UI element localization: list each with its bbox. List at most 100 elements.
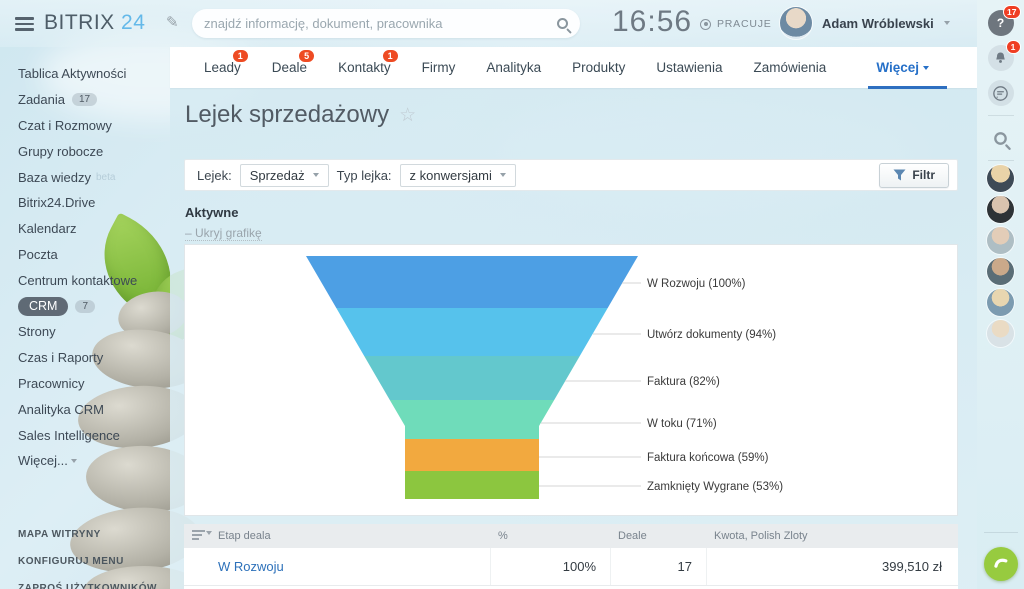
funnel-stage-6[interactable] <box>405 471 539 499</box>
search-input[interactable] <box>204 16 557 31</box>
hide-chart-link[interactable]: – Ukryj grafikę <box>185 226 262 241</box>
sidebar-item-poczta[interactable]: Poczta <box>18 246 58 262</box>
sidebar-item-grupy-robocze[interactable]: Grupy robocze <box>18 143 104 159</box>
bitrix24-logo[interactable]: BITRIX 24 <box>44 11 145 35</box>
sidebar-item-crm[interactable]: CRM 7 <box>18 293 170 319</box>
phone-call-button[interactable] <box>983 547 1018 581</box>
chevron-down-icon <box>943 21 950 25</box>
sidebar-item-zadania[interactable]: Zadania 17 <box>18 87 170 113</box>
edit-pencil-icon[interactable]: ✎ <box>166 14 179 31</box>
work-status[interactable]: PRACUJE <box>700 18 772 30</box>
rail-divider <box>987 160 1014 161</box>
tab-firmy[interactable]: Firmy <box>421 60 456 75</box>
configure-menu-link[interactable]: KONFIGURUJ MENU <box>18 556 124 567</box>
filter-button[interactable]: Filtr <box>879 162 949 188</box>
status-label: PRACUJE <box>717 18 772 30</box>
funnel-label-6: Zamknięty Wygrane (53%) <box>647 481 783 493</box>
tab-kontakty[interactable]: Kontakty 1 <box>338 49 399 75</box>
sidebar-item-tablica-aktywnosci[interactable]: Tablica Aktywności <box>18 66 127 82</box>
help-button[interactable]: ? 17 <box>987 5 1021 36</box>
stage-link[interactable]: W Rozwoju <box>218 559 284 574</box>
right-rail: ? 17 1 <box>977 0 1024 589</box>
coworker-avatar[interactable] <box>987 320 1014 347</box>
invite-users-link[interactable]: ZAPROŚ UŻYTKOWNIKÓW <box>18 583 157 589</box>
tab-deale[interactable]: Deale 5 <box>272 49 316 75</box>
phone-icon <box>993 558 1007 568</box>
search-icon <box>994 131 1007 145</box>
favorite-star-icon[interactable]: ☆ <box>399 104 417 126</box>
user-avatar <box>780 7 812 39</box>
typ-lejka-select[interactable]: z konwersjami <box>399 163 516 187</box>
logo-suffix: 24 <box>121 11 146 34</box>
coworker-avatar[interactable] <box>987 165 1014 192</box>
sidebar-item-sales-intelligence[interactable]: Sales Intelligence <box>18 427 120 443</box>
funnel-stage-3[interactable] <box>364 356 580 400</box>
chevron-down-icon <box>923 66 929 70</box>
tab-zamowienia[interactable]: Zamówienia <box>753 60 827 75</box>
menu-hamburger-icon[interactable] <box>15 17 34 34</box>
sitemap-link[interactable]: MAPA WITRYNY <box>18 529 101 540</box>
funnel-stage-2[interactable] <box>336 308 608 356</box>
coworker-avatar[interactable] <box>987 227 1014 254</box>
search-icon[interactable] <box>557 18 568 29</box>
sidebar-item-bitrix24-drive[interactable]: Bitrix24.Drive <box>18 195 96 211</box>
sidebar-item-czat-i-rozmowy[interactable]: Czat i Rozmowy <box>18 117 112 133</box>
sales-funnel-chart: W Rozwoju (100%) Utwórz dokumenty (94%) … <box>184 244 958 516</box>
chat-button[interactable] <box>987 80 1014 106</box>
rail-search-button[interactable] <box>988 125 1014 151</box>
notifications-bell-button[interactable]: 1 <box>987 40 1021 71</box>
coworker-avatar[interactable] <box>987 258 1014 285</box>
page-title: Lejek sprzedażowy ☆ <box>185 101 417 128</box>
coworker-avatar[interactable] <box>987 196 1014 223</box>
row-percent: 100% <box>490 548 610 585</box>
sidebar-item-wiecej[interactable]: Więcej... <box>18 448 170 474</box>
coworker-avatar[interactable] <box>987 289 1014 316</box>
chevron-down-icon <box>71 458 78 463</box>
telephony-area <box>977 532 1024 581</box>
sidebar-item-strony[interactable]: Strony <box>18 324 56 340</box>
header-percent: % <box>498 530 508 542</box>
deale-badge: 5 <box>298 49 316 63</box>
funnel-label-1: W Rozwoju (100%) <box>647 278 746 290</box>
leady-badge: 1 <box>231 49 249 63</box>
main-content: Leady 1 Deale 5 Kontakty 1 Firmy Analityka … <box>170 0 977 589</box>
header-etap-deala: Etap deala <box>218 530 271 542</box>
funnel-stages-table: Etap deala % Deale Kwota, Polish Zloty W… <box>184 524 958 589</box>
crm-tabbar: Leady 1 Deale 5 Kontakty 1 Firmy Analityka … <box>170 47 977 89</box>
sidebar-item-pracownicy[interactable]: Pracownicy <box>18 375 85 391</box>
tab-wiecej-active[interactable]: Więcej <box>868 60 947 89</box>
lejek-select[interactable]: Sprzedaż <box>239 163 329 187</box>
user-menu[interactable]: Adam Wróblewski <box>780 7 950 39</box>
global-search[interactable] <box>192 9 580 38</box>
sidebar-item-centrum-kontaktowe[interactable]: Centrum kontaktowe <box>18 272 138 288</box>
chat-bubble-icon <box>993 85 1008 101</box>
kontakty-badge: 1 <box>381 49 399 63</box>
table-next-row-partial <box>184 585 958 589</box>
section-title-aktywne: Aktywne <box>185 205 239 220</box>
sidebar-item-czas-i-raporty[interactable]: Czas i Raporty <box>18 350 104 366</box>
sidebar-footer: MAPA WITRYNY KONFIGURUJ MENU ZAPROŚ UŻYT… <box>18 529 157 589</box>
clock[interactable]: 16:56 <box>612 5 693 38</box>
sidebar-menu: Tablica Aktywności Zadania 17 Czat i Rozm… <box>0 47 170 474</box>
tab-ustawienia[interactable]: Ustawienia <box>656 60 723 75</box>
crm-count-badge: 7 <box>75 299 96 313</box>
sidebar-item-kalendarz[interactable]: Kalendarz <box>18 221 77 237</box>
lejek-label: Lejek: <box>197 167 232 183</box>
funnel-stage-1[interactable] <box>306 256 638 308</box>
funnel-stage-4[interactable] <box>389 400 555 439</box>
funnel-stage-5[interactable] <box>405 439 539 471</box>
table-settings-icon[interactable] <box>192 530 212 542</box>
table-row[interactable]: W Rozwoju 100% 17 399,510 zł <box>184 548 958 585</box>
zadania-count-badge: 17 <box>71 93 98 107</box>
sidebar-item-baza-wiedzy[interactable]: Baza wiedzy beta <box>18 169 116 185</box>
rail-divider <box>987 115 1014 116</box>
tab-produkty[interactable]: Produkty <box>572 60 626 75</box>
tab-leady[interactable]: Leady 1 <box>204 49 249 75</box>
topbar: BITRIX 24 ✎ 16:56 PRACUJE Adam Wróblewsk… <box>0 0 977 47</box>
sidebar-item-analityka-crm[interactable]: Analityka CRM <box>18 401 104 417</box>
bell-icon <box>996 52 1005 63</box>
funnel-filter-icon <box>893 169 906 181</box>
tab-analityka[interactable]: Analityka <box>486 60 542 75</box>
sidebar: Tablica Aktywności Zadania 17 Czat i Rozm… <box>0 47 170 589</box>
table-header-row: Etap deala % Deale Kwota, Polish Zloty <box>184 524 958 548</box>
